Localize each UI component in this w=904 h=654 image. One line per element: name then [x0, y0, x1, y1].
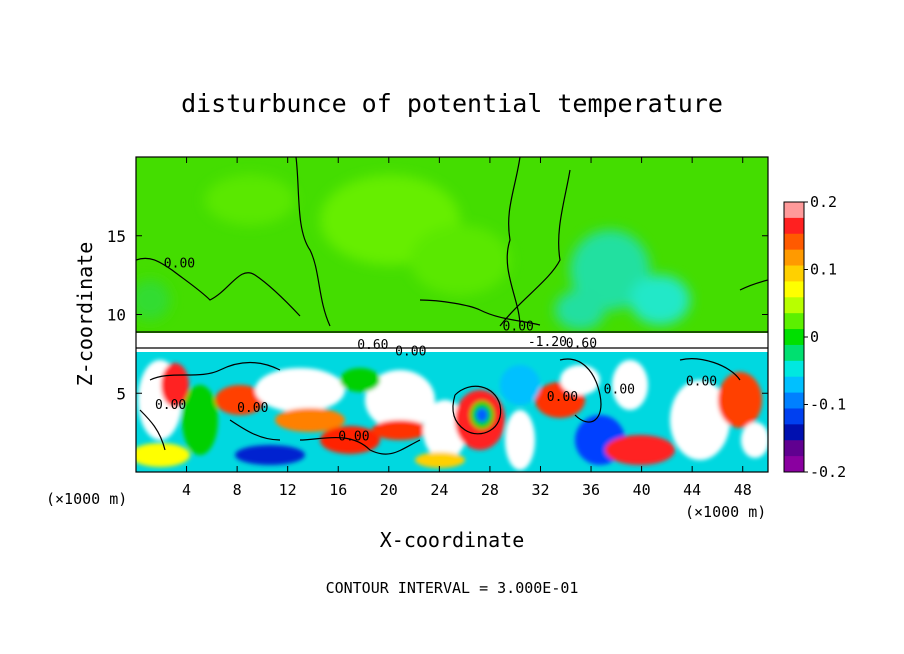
x-tick-label: 4	[182, 481, 191, 499]
x-axis: 4 8 12 16 20 24 28 32 36 40 44 48	[182, 157, 752, 499]
colorbar-swatch	[784, 424, 804, 441]
colorbar-swatch	[784, 281, 804, 298]
contour-label: -1.20	[528, 335, 567, 350]
y-axis: 5 10 15	[107, 227, 768, 403]
x-tick-label: 24	[430, 481, 448, 499]
contour-label: 0.00	[395, 344, 426, 359]
colorbar-swatch	[784, 249, 804, 267]
colorbar-tick-label: -0.1	[810, 396, 846, 414]
colorbar-swatch	[784, 313, 804, 330]
y-tick-label: 15	[107, 227, 126, 246]
colorbar-swatch	[784, 376, 804, 394]
colorbar-swatch	[784, 297, 804, 314]
plot-area	[136, 157, 768, 472]
contour-label: 0.60	[357, 338, 388, 353]
x-tick-label: 36	[582, 481, 600, 499]
contour-line	[299, 436, 421, 455]
x-tick-label: 40	[633, 481, 651, 499]
colorbar-swatch	[784, 217, 804, 235]
colorbar-tick-label: 0.2	[810, 193, 837, 211]
colorbar: 0.2 0.1 0 -0.1 -0.2	[783, 193, 846, 481]
colorbar-tick-label: -0.2	[810, 463, 846, 481]
colorbar-swatch	[784, 202, 804, 219]
colorbar-swatch	[784, 440, 804, 457]
colorbar-tick-label: 0	[810, 328, 819, 346]
colorbar-swatch	[784, 344, 804, 362]
contour-label: 0.00	[237, 401, 268, 416]
colorbar-swatch	[784, 360, 804, 378]
contour-label: 0.60	[566, 337, 597, 352]
contour-labels: 0.000.60 0.000.00-1.200.600.000.000.000.0…	[155, 256, 717, 444]
x-tick-label: 48	[734, 481, 752, 499]
contour-label: 0.00	[686, 374, 717, 389]
contour-line	[149, 361, 281, 381]
contour-line	[506, 157, 521, 327]
contour-label: 0.00	[338, 430, 369, 445]
z-unit-label: (×1000 m)	[46, 490, 127, 508]
contour-line	[136, 257, 301, 317]
x-tick-label: 28	[481, 481, 499, 499]
contour-line	[139, 409, 166, 451]
colorbar-swatch	[784, 265, 804, 282]
x-tick-label: 44	[683, 481, 701, 499]
contour-line	[452, 385, 502, 435]
chart-title: disturbunce of potential temperature	[181, 89, 723, 118]
contour-line	[499, 169, 571, 327]
colorbar-swatch	[784, 456, 804, 473]
colorbar-swatch	[784, 329, 804, 346]
contour-line	[295, 157, 331, 327]
x-unit-label: (×1000 m)	[685, 503, 766, 521]
contour-label: 0.00	[164, 256, 195, 271]
contour-label: 0.00	[503, 319, 534, 334]
contour-line	[229, 419, 281, 441]
contour-line	[739, 279, 768, 291]
x-tick-label: 16	[329, 481, 347, 499]
x-tick-label: 32	[531, 481, 549, 499]
colorbar-tick-label: 0.1	[810, 261, 837, 279]
colorbar-swatch	[784, 233, 804, 251]
contour-line	[419, 299, 541, 326]
contour-label: 0.00	[547, 390, 578, 405]
contour-interval: CONTOUR INTERVAL = 3.000E-01	[326, 579, 579, 597]
colorbar-swatch	[784, 392, 804, 409]
band-white	[136, 333, 768, 353]
colorbar-swatch	[784, 408, 804, 425]
y-axis-title: Z-coordinate	[73, 242, 97, 387]
y-tick-label: 5	[116, 384, 126, 403]
contour-lines	[136, 157, 768, 455]
contour-line	[679, 358, 741, 381]
x-axis-title: X-coordinate	[380, 528, 525, 552]
contour-line	[559, 358, 602, 423]
x-tick-label: 20	[380, 481, 398, 499]
contour-label: 0.00	[604, 382, 635, 397]
contour-label: 0.00	[155, 398, 186, 413]
upper-layer-texture	[136, 175, 690, 330]
lower-layer-texture	[136, 360, 768, 470]
y-tick-label: 10	[107, 306, 126, 325]
x-tick-label: 12	[279, 481, 297, 499]
x-tick-label: 8	[233, 481, 242, 499]
